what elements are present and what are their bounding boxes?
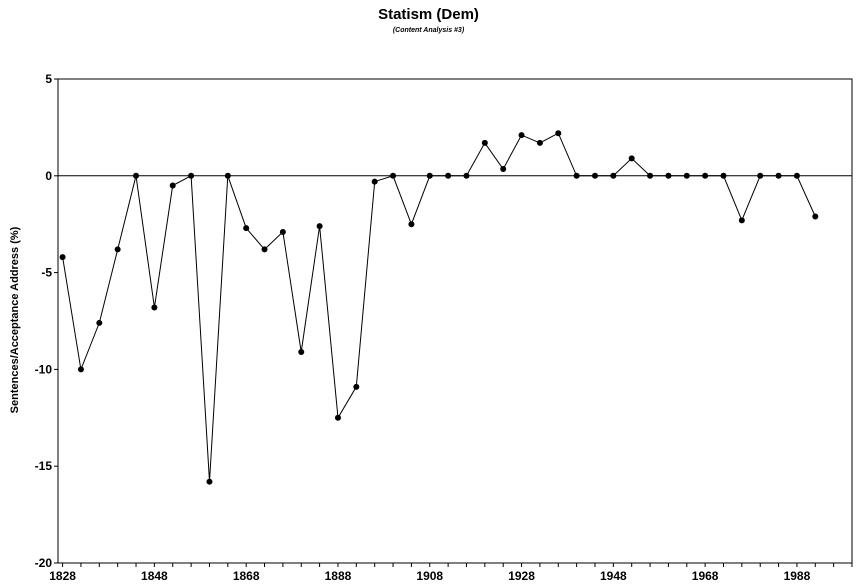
data-point [77,366,84,373]
x-tick-label: 1948 [600,569,627,583]
data-point [628,155,635,162]
x-tick-label: 1928 [508,569,535,583]
data-point [371,178,378,185]
data-point [188,172,195,179]
x-tick-label: 1828 [49,569,76,583]
plot-frame [57,78,853,564]
data-point [151,304,158,311]
data-point [702,172,709,179]
data-point [445,172,452,179]
y-tick-label: -10 [35,362,53,376]
y-tick-label: 5 [45,72,52,86]
x-tick-label: 1888 [325,569,352,583]
data-point [518,132,525,139]
data-point [408,221,415,228]
data-point [114,246,121,253]
data-point [206,478,213,485]
data-point [279,228,286,235]
data-point [243,225,250,232]
data-point [775,172,782,179]
data-point [224,172,231,179]
data-point [757,172,764,179]
y-tick-label: -15 [35,459,53,473]
data-point [793,172,800,179]
data-point [610,172,617,179]
data-point [683,172,690,179]
data-point [316,223,323,230]
data-point [59,254,66,261]
data-point [536,139,543,146]
x-tick-label: 1848 [141,569,168,583]
data-point [591,172,598,179]
data-point [261,246,268,253]
x-tick-label: 1868 [233,569,260,583]
x-tick-label: 1908 [416,569,443,583]
data-point [481,139,488,146]
chart-title: Statism (Dem) [378,6,479,23]
series-line [62,132,816,482]
data-point [573,172,580,179]
data-point [298,348,305,355]
data-point [133,172,140,179]
data-point [555,130,562,137]
data-point [390,172,397,179]
data-point [665,172,672,179]
data-point [738,217,745,224]
data-point [334,414,341,421]
y-tick-label: -20 [35,556,53,570]
data-point [353,383,360,390]
x-tick-label: 1988 [784,569,811,583]
data-point [169,182,176,189]
chart-subtitle: (Content Analysis #3) [392,27,465,34]
data-point [96,319,103,326]
x-tick-label: 1968 [692,569,719,583]
y-tick-label: -5 [41,266,52,280]
y-tick-label: 0 [45,169,52,183]
data-point [463,172,470,179]
data-point [647,172,654,179]
data-point [812,213,819,220]
data-point [500,166,507,173]
data-point [720,172,727,179]
data-point [426,172,433,179]
